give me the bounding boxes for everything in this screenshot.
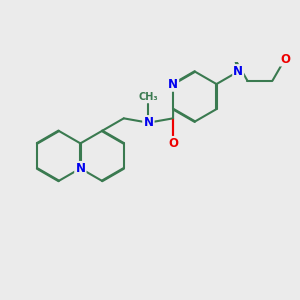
Text: N: N (75, 162, 85, 175)
Text: N: N (233, 65, 243, 78)
Text: O: O (168, 137, 178, 150)
Text: O: O (280, 52, 290, 65)
Text: CH₃: CH₃ (139, 92, 158, 102)
Text: N: N (75, 162, 85, 175)
Text: N: N (168, 78, 178, 91)
Text: N: N (143, 116, 153, 129)
Text: N: N (143, 116, 153, 129)
Text: N: N (168, 78, 178, 91)
